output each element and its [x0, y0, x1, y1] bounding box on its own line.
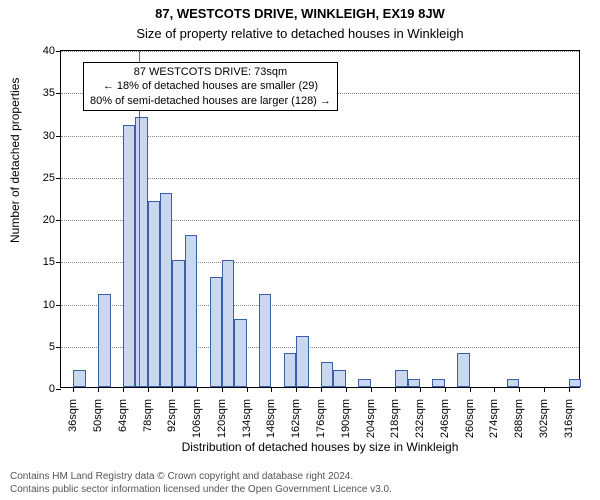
x-tick-mark — [494, 387, 495, 392]
x-tick-mark — [197, 387, 198, 392]
y-tick-mark — [56, 347, 61, 348]
histogram-bar — [160, 193, 172, 387]
x-tick-label: 204sqm — [365, 393, 377, 438]
x-tick-mark — [569, 387, 570, 392]
histogram-bar — [123, 125, 135, 387]
x-tick-mark — [222, 387, 223, 392]
footer-line-2: Contains public sector information licen… — [10, 484, 590, 497]
footer-line-1: Contains HM Land Registry data © Crown c… — [10, 471, 590, 484]
x-tick-label: 260sqm — [464, 393, 476, 438]
annotation-line-3: 80% of semi-detached houses are larger (… — [90, 94, 331, 108]
annotation-box: 87 WESTCOTS DRIVE: 73sqm ← 18% of detach… — [83, 62, 338, 111]
histogram-bar — [135, 117, 147, 387]
x-tick-mark — [420, 387, 421, 392]
histogram-bar — [222, 260, 234, 387]
histogram-bar — [172, 260, 184, 387]
x-tick-label: 274sqm — [488, 393, 500, 438]
x-tick-mark — [172, 387, 173, 392]
histogram-bar — [395, 370, 407, 387]
x-tick-label: 302sqm — [538, 393, 550, 438]
x-tick-mark — [148, 387, 149, 392]
histogram-bar — [569, 379, 581, 387]
x-tick-mark — [445, 387, 446, 392]
x-tick-mark — [296, 387, 297, 392]
x-tick-label: 190sqm — [340, 393, 352, 438]
y-tick-mark — [56, 262, 61, 263]
y-tick-mark — [56, 305, 61, 306]
x-tick-mark — [271, 387, 272, 392]
x-tick-label: 176sqm — [315, 393, 327, 438]
chart-subtitle: Size of property relative to detached ho… — [0, 26, 600, 41]
histogram-bar — [259, 294, 271, 387]
x-axis-label: Distribution of detached houses by size … — [60, 440, 580, 454]
histogram-bar — [321, 362, 333, 387]
x-tick-label: 134sqm — [241, 393, 253, 438]
plot-area: 0510152025303540 36sqm50sqm64sqm78sqm92s… — [60, 50, 580, 388]
x-tick-mark — [519, 387, 520, 392]
x-tick-label: 218sqm — [389, 393, 401, 438]
chart-container: 87, WESTCOTS DRIVE, WINKLEIGH, EX19 8JW … — [0, 0, 600, 500]
histogram-bar — [507, 379, 519, 387]
histogram-bar — [284, 353, 296, 387]
histogram-bar — [457, 353, 469, 387]
x-tick-label: 50sqm — [92, 393, 104, 432]
histogram-bar — [333, 370, 345, 387]
x-tick-mark — [544, 387, 545, 392]
x-tick-label: 36sqm — [67, 393, 79, 432]
x-tick-label: 232sqm — [414, 393, 426, 438]
x-tick-mark — [321, 387, 322, 392]
histogram-bar — [234, 319, 246, 387]
histogram-bar — [432, 379, 444, 387]
x-tick-label: 288sqm — [513, 393, 525, 438]
x-tick-label: 92sqm — [166, 393, 178, 432]
y-tick-mark — [56, 51, 61, 52]
x-tick-label: 316sqm — [563, 393, 575, 438]
y-tick-mark — [56, 389, 61, 390]
x-tick-label: 78sqm — [142, 393, 154, 432]
x-tick-mark — [346, 387, 347, 392]
histogram-bar — [98, 294, 110, 387]
x-tick-mark — [247, 387, 248, 392]
y-axis-label: Number of detached properties — [8, 78, 22, 243]
annotation-line-2: ← 18% of detached houses are smaller (29… — [90, 79, 331, 93]
y-tick-mark — [56, 220, 61, 221]
x-tick-label: 106sqm — [191, 393, 203, 438]
histogram-bar — [73, 370, 85, 387]
histogram-bar — [408, 379, 420, 387]
footer: Contains HM Land Registry data © Crown c… — [10, 471, 590, 496]
x-tick-mark — [123, 387, 124, 392]
y-tick-mark — [56, 178, 61, 179]
histogram-bar — [358, 379, 370, 387]
x-tick-mark — [73, 387, 74, 392]
chart-title: 87, WESTCOTS DRIVE, WINKLEIGH, EX19 8JW — [0, 6, 600, 21]
histogram-bar — [296, 336, 308, 387]
x-tick-mark — [395, 387, 396, 392]
x-tick-label: 120sqm — [216, 393, 228, 438]
x-tick-label: 148sqm — [265, 393, 277, 438]
x-tick-mark — [98, 387, 99, 392]
histogram-bar — [148, 201, 160, 387]
y-tick-mark — [56, 136, 61, 137]
annotation-line-1: 87 WESTCOTS DRIVE: 73sqm — [90, 65, 331, 79]
x-tick-mark — [470, 387, 471, 392]
x-tick-mark — [371, 387, 372, 392]
x-tick-label: 162sqm — [290, 393, 302, 438]
x-tick-label: 246sqm — [439, 393, 451, 438]
y-tick-mark — [56, 93, 61, 94]
x-tick-label: 64sqm — [117, 393, 129, 432]
histogram-bar — [210, 277, 222, 387]
histogram-bar — [185, 235, 197, 387]
